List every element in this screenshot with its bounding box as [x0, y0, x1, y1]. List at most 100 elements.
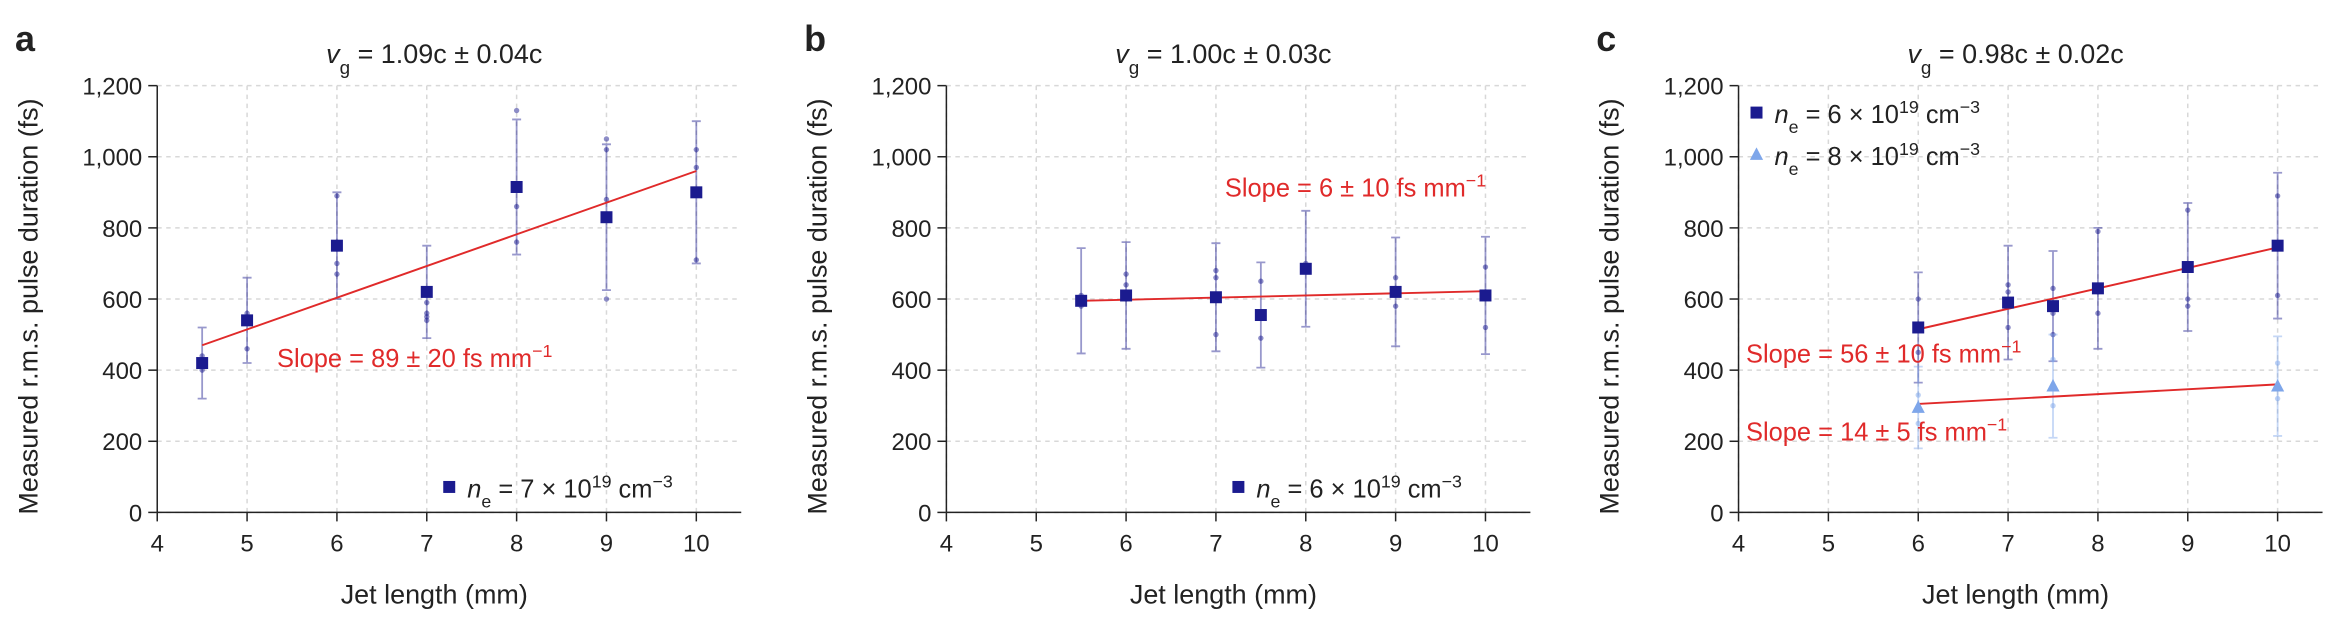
legend-label-part: = 6 × 10 — [1799, 101, 1899, 129]
data-dot — [334, 271, 340, 277]
y-tick-label: 1,000 — [1664, 145, 1724, 172]
data-dot — [424, 299, 430, 306]
legend-label: ne = 6 × 1019 cm−3 — [1774, 97, 1980, 137]
data-dot — [1915, 349, 1921, 356]
slope-label-part: Slope = 89 ± 20 fs mm — [277, 345, 532, 373]
data-dot — [2005, 289, 2011, 295]
data-dot — [1213, 267, 1219, 274]
legend-label-part: −3 — [1960, 139, 1980, 159]
legend-marker — [1232, 480, 1245, 493]
marker — [1912, 321, 1925, 334]
legend-label-part: e — [481, 491, 491, 511]
data-dot — [2050, 356, 2056, 363]
marker — [2091, 282, 2104, 295]
x-tick-label: 4 — [940, 530, 953, 557]
marker — [1209, 291, 1222, 304]
fit-line — [1081, 290, 1486, 302]
data-dot — [2274, 360, 2281, 366]
data-dot — [2274, 292, 2281, 299]
y-axis-label: Measured r.m.s. pulse duration (fs) — [13, 98, 43, 514]
chart-title-part: g — [1921, 57, 1932, 78]
legend-label-part: 19 — [1899, 97, 1919, 117]
y-tick-label: 800 — [102, 216, 142, 243]
x-tick-label: 5 — [240, 530, 253, 557]
x-tick-label: 4 — [151, 530, 164, 557]
legend-label-part: 19 — [1381, 471, 1401, 491]
data-dot — [1258, 335, 1264, 341]
marker — [1075, 294, 1088, 307]
x-tick-label: 6 — [1119, 530, 1132, 557]
x-tick-label: 9 — [2181, 530, 2194, 557]
x-tick-label: 8 — [1299, 530, 1312, 557]
chart-title: vg = 1.09c ± 0.04c — [326, 39, 542, 77]
data-dot — [2050, 403, 2056, 409]
data-dot — [1123, 271, 1129, 277]
data-dot — [2185, 296, 2191, 302]
y-tick-label: 400 — [1684, 358, 1724, 385]
x-tick-label: 7 — [1209, 530, 1222, 557]
legend-label-part: cm — [1919, 143, 1960, 171]
y-tick-label: 200 — [102, 429, 142, 456]
x-tick-label: 10 — [1472, 530, 1499, 557]
legend-label: ne = 6 × 1019 cm−3 — [1256, 471, 1462, 511]
legend-marker — [1749, 147, 1764, 160]
x-tick-label: 6 — [330, 530, 343, 557]
x-tick-label: 4 — [1732, 530, 1745, 557]
marker — [1479, 289, 1492, 302]
data-dot — [1213, 331, 1219, 338]
x-tick-label: 5 — [1030, 530, 1043, 557]
legend-label-part: cm — [611, 475, 652, 503]
marker — [510, 181, 523, 193]
slope-label-part: Slope = 14 ± 5 fs mm — [1746, 419, 1987, 447]
data-dot — [334, 260, 340, 267]
data-dot — [2095, 310, 2101, 316]
legend-label: ne = 7 × 1019 cm−3 — [467, 471, 673, 511]
data-dot — [1258, 278, 1264, 284]
slope-label: Slope = 56 ± 10 fs mm−1 — [1746, 337, 2021, 369]
data-dot — [2095, 228, 2101, 235]
marker — [1254, 309, 1267, 322]
chart-title-part: g — [340, 57, 351, 78]
legend-label-part: = 7 × 10 — [491, 475, 591, 503]
data-dot — [1392, 274, 1399, 281]
legend-label-part: cm — [1401, 475, 1442, 503]
chart-title-part: v — [326, 39, 341, 69]
x-tick-label: 8 — [2091, 530, 2104, 557]
legend-label-part: −3 — [652, 471, 672, 491]
marker — [1389, 285, 1402, 298]
x-axis-label: Jet length (mm) — [1922, 580, 2109, 610]
data-dot — [2274, 193, 2281, 199]
data-dot — [1392, 303, 1399, 309]
y-tick-label: 400 — [891, 358, 931, 385]
legend-label: ne = 8 × 1019 cm−3 — [1774, 139, 1980, 179]
fit-line — [1918, 383, 2278, 405]
legend-label-part: cm — [1919, 101, 1960, 129]
y-tick-label: 600 — [102, 287, 142, 314]
y-tick-label: 1,200 — [82, 74, 142, 101]
data-dot — [693, 146, 700, 153]
y-tick-label: 400 — [102, 358, 142, 385]
marker — [2047, 300, 2059, 313]
marker — [420, 285, 433, 298]
chart-title-part: v — [1907, 39, 1922, 69]
data-dot — [1915, 296, 1921, 302]
chart-title-part: = 1.00c ± 0.03c — [1139, 39, 1331, 69]
x-tick-label: 8 — [510, 530, 523, 557]
slope-label-part: −1 — [532, 341, 552, 361]
y-tick-label: 1,200 — [1664, 74, 1724, 101]
data-dot — [693, 164, 700, 171]
marker — [1120, 289, 1133, 302]
marker — [690, 186, 703, 199]
chart-title-part: v — [1115, 39, 1130, 69]
fit-line — [201, 170, 697, 347]
y-tick-label: 800 — [1684, 216, 1724, 243]
data-dot — [603, 136, 610, 142]
x-tick-label: 10 — [683, 530, 710, 557]
legend-marker — [443, 480, 456, 493]
data-dot — [2185, 303, 2191, 309]
y-tick-label: 1,200 — [872, 74, 932, 101]
chart-title: vg = 0.98c ± 0.02c — [1907, 39, 2123, 77]
data-dot — [1915, 420, 1921, 427]
data-dot — [2005, 324, 2011, 331]
